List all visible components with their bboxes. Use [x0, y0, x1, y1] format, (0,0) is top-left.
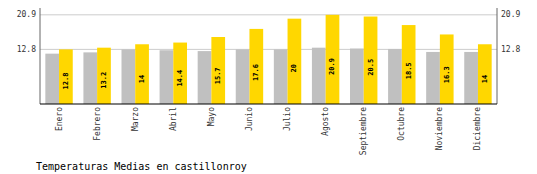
x-tick-label: Junio — [245, 107, 254, 131]
data-label: 20.5 — [367, 59, 375, 76]
data-label: 20 — [290, 64, 298, 72]
x-tick-label: Abril — [169, 107, 178, 131]
x-tick-label: Octubre — [397, 107, 406, 141]
bar — [173, 43, 187, 104]
data-label: 20.9 — [328, 58, 336, 75]
data-label: 16.3 — [443, 66, 451, 83]
grid-line — [40, 14, 497, 15]
x-tick-label: Julio — [283, 107, 292, 131]
bar — [160, 50, 174, 104]
data-label: 14.4 — [176, 70, 184, 87]
bar — [350, 49, 364, 104]
bar — [236, 49, 250, 104]
data-label: 15.7 — [214, 67, 222, 84]
data-label: 12.8 — [62, 73, 70, 90]
bar — [45, 54, 59, 104]
x-tick-label: Noviembre — [435, 107, 444, 151]
bar — [249, 29, 263, 104]
bar — [121, 49, 135, 104]
bar — [440, 34, 454, 104]
x-axis-line — [40, 103, 497, 104]
bar — [464, 52, 478, 104]
bar — [312, 48, 326, 104]
y2-axis-line — [497, 8, 498, 104]
data-label: 13.2 — [100, 72, 108, 89]
bar — [97, 48, 111, 104]
y2-tick-label: 12.8 — [501, 45, 520, 54]
data-label: 14 — [138, 75, 146, 83]
bars — [45, 15, 491, 104]
x-tick-label: Mayo — [207, 107, 216, 126]
bar — [388, 49, 402, 104]
bar — [364, 17, 378, 104]
bar — [326, 15, 340, 104]
bar — [59, 49, 73, 104]
data-label: 14 — [481, 75, 489, 83]
bar — [274, 49, 288, 104]
y2-tick-label: 20.9 — [501, 10, 520, 19]
bar — [198, 51, 212, 104]
bar — [83, 52, 97, 104]
data-label: 17.6 — [252, 64, 260, 81]
bar — [478, 44, 492, 104]
bar — [135, 44, 149, 104]
x-tick-label: Marzo — [131, 107, 140, 131]
y-tick-label: 20.9 — [17, 10, 36, 19]
x-tick-label: Enero — [55, 107, 64, 131]
bar — [211, 37, 225, 104]
y-axis-line — [40, 8, 41, 104]
bar — [402, 25, 416, 104]
x-tick-label: Septiembre — [359, 107, 368, 155]
y-tick-label: 12.8 — [17, 45, 36, 54]
x-tick-label: Febrero — [93, 107, 102, 141]
data-label: 18.5 — [405, 62, 413, 79]
title: Temperaturas Medias en castillonroy — [36, 161, 247, 172]
bar — [426, 52, 440, 104]
x-tick-label: Diciembre — [473, 107, 482, 151]
x-tick-label: Agosto — [321, 107, 330, 136]
bar — [288, 19, 302, 104]
chart: 12.8 13.2 14 14.4 15.7 17.6 20 20.9 20.5 18.5 16.3… — [0, 0, 537, 174]
